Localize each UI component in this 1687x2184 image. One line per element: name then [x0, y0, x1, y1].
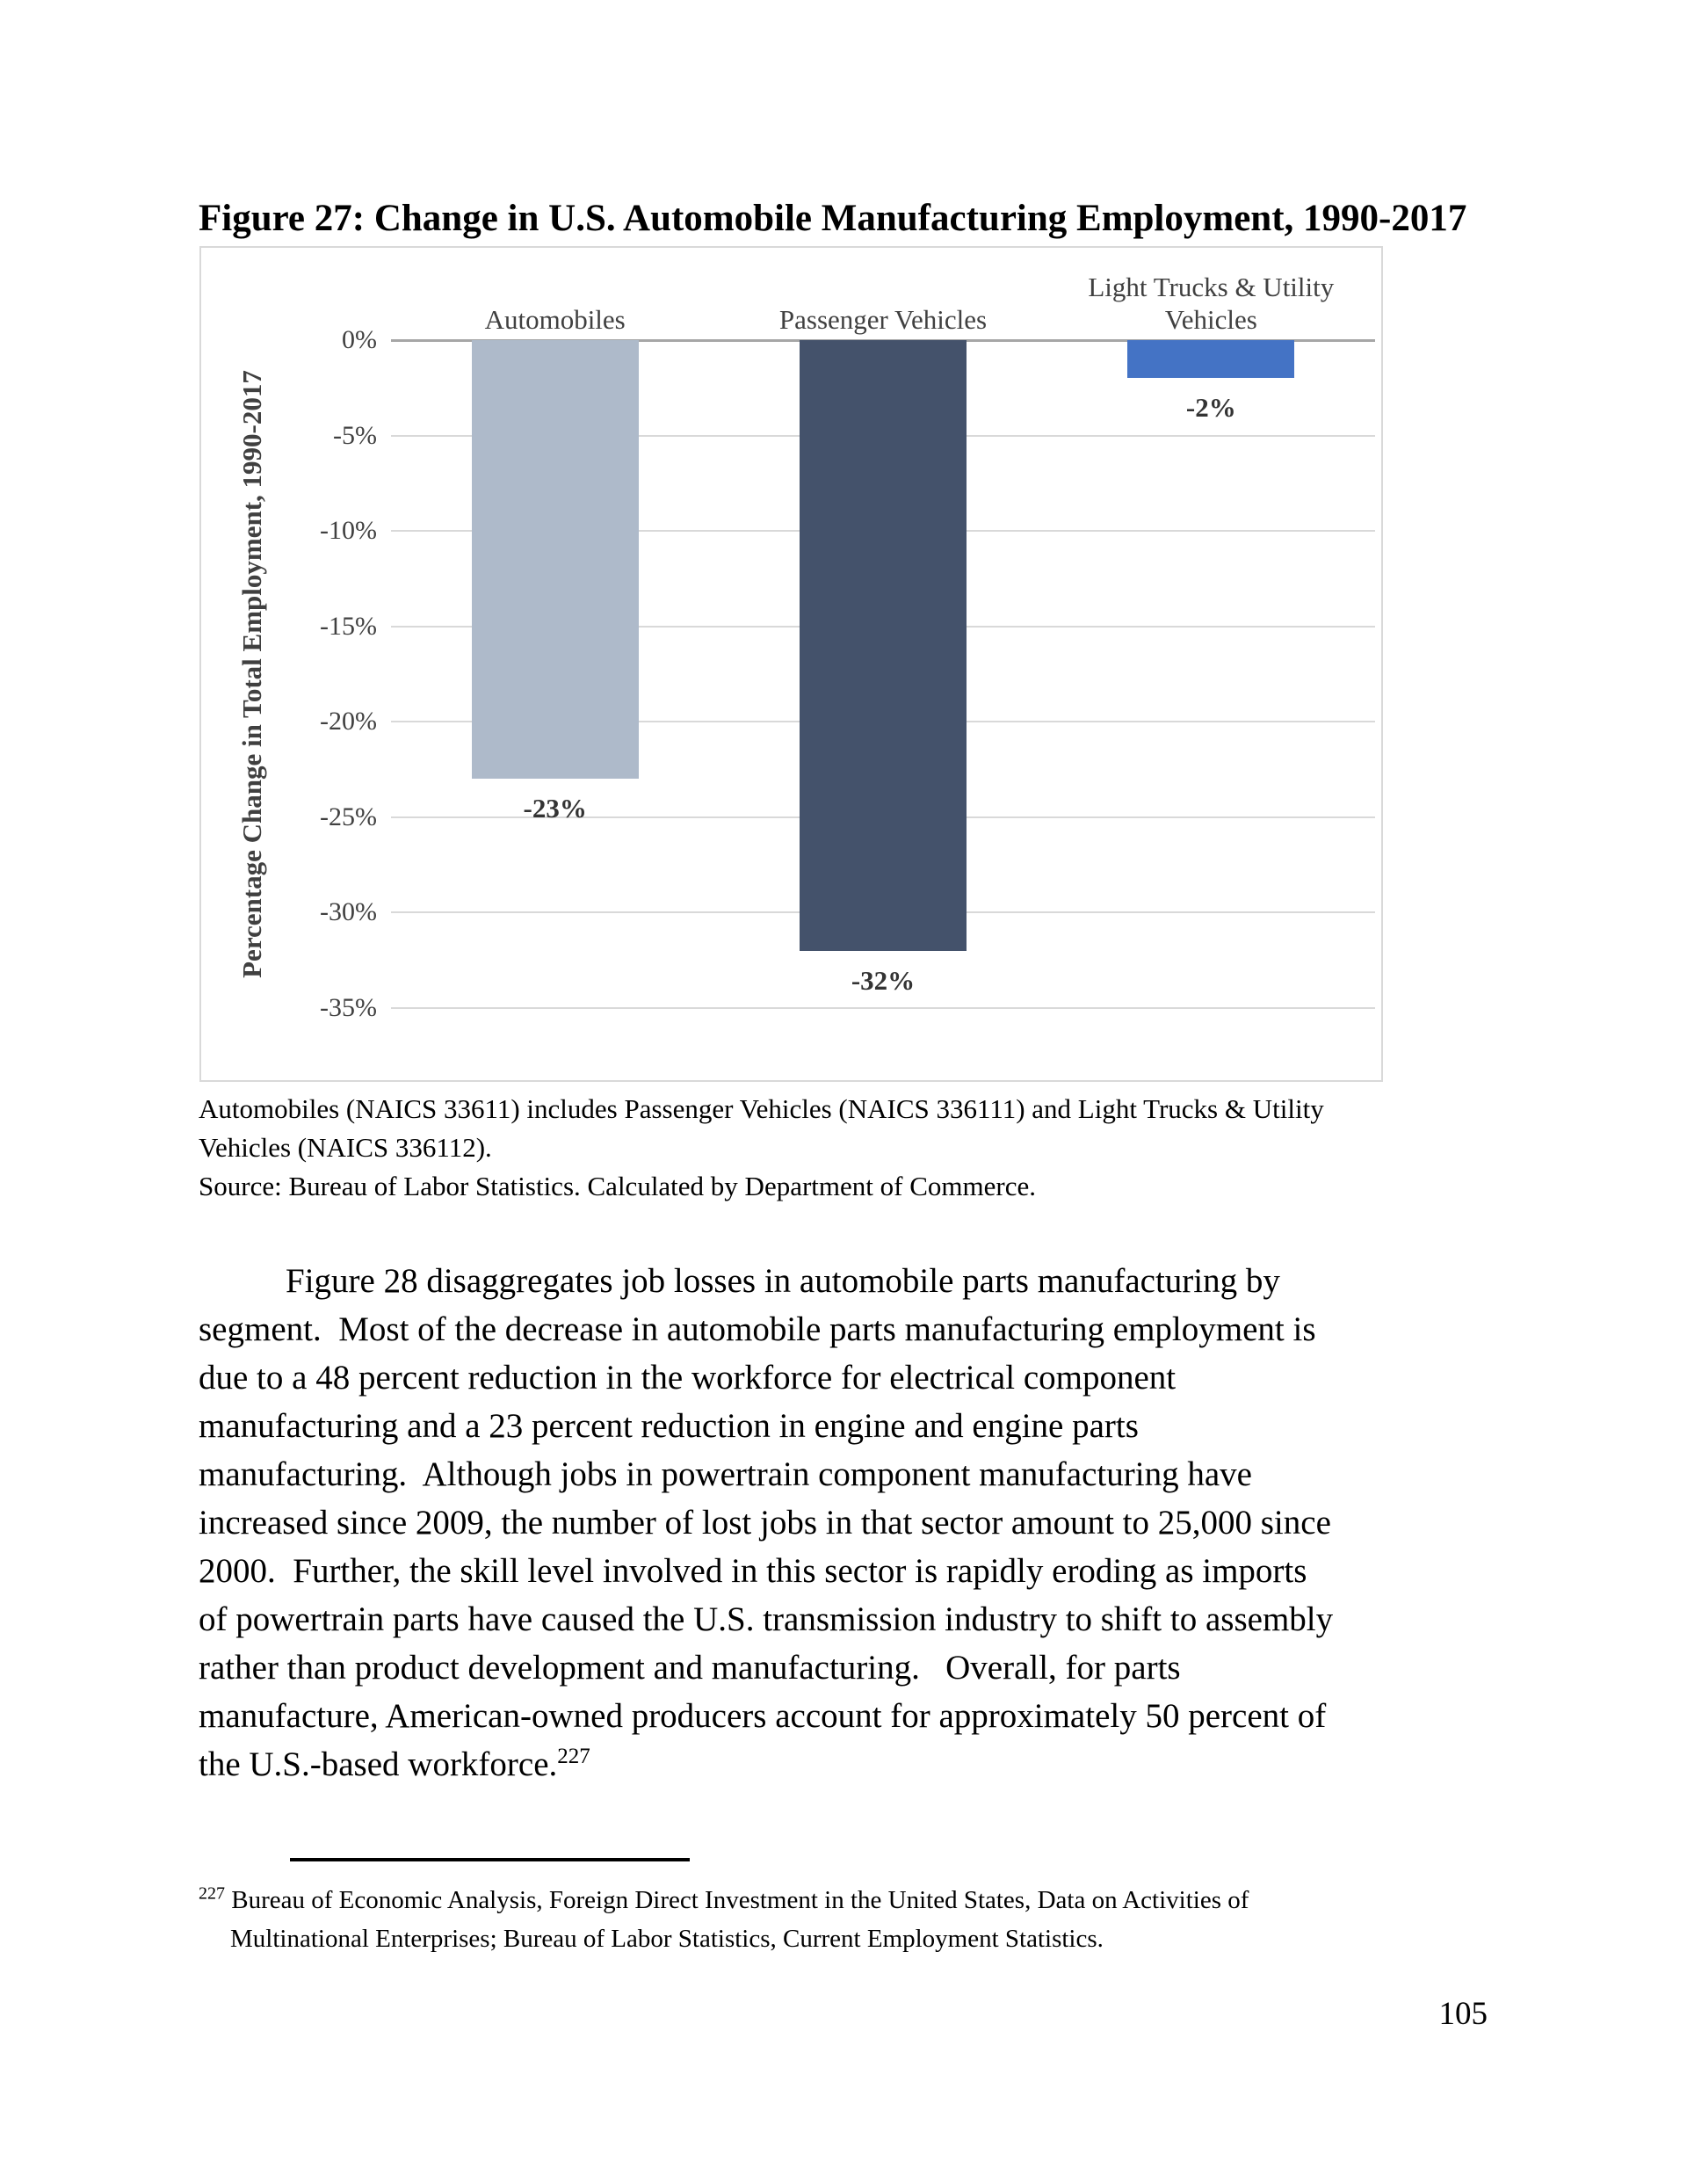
- figure-note-line: Source: Bureau of Labor Statistics. Calc…: [199, 1171, 1036, 1201]
- y-tick-label: -20%: [320, 707, 377, 736]
- y-tick-label: 0%: [342, 325, 377, 354]
- plot-area: -23% -32% -2%: [391, 339, 1375, 1009]
- figure-note-line: Vehicles (NAICS 336112).: [199, 1132, 492, 1163]
- bar-slot: -23%: [391, 340, 719, 1008]
- bar-chart: Percentage Change in Total Employment, 1…: [199, 246, 1383, 1082]
- bar: [799, 340, 967, 951]
- y-tick-label: -30%: [320, 897, 377, 927]
- category-label: Automobiles: [484, 304, 626, 335]
- body-line: rather than product development and manu…: [199, 1649, 1181, 1687]
- footnote-text: Bureau of Economic Analysis, Foreign Dir…: [231, 1886, 1249, 1914]
- body-line: manufacture, American-owned producers ac…: [199, 1697, 1327, 1735]
- body-line: manufacturing and a 23 percent reduction…: [199, 1407, 1139, 1445]
- figure-note: Automobiles (NAICS 33611) includes Passe…: [199, 1090, 1499, 1206]
- bar: [471, 340, 639, 780]
- body-line: the U.S.-based workforce.227: [199, 1740, 1508, 1789]
- body-line: of powertrain parts have caused the U.S.…: [199, 1600, 1334, 1638]
- body-line: increased since 2009, the number of lost…: [199, 1504, 1331, 1542]
- body-paragraph: Figure 28 disaggregates job losses in au…: [199, 1257, 1508, 1789]
- bar-slot: -2%: [1047, 340, 1375, 1008]
- y-tick-label: -25%: [320, 802, 377, 831]
- bar-slot: -32%: [719, 340, 1046, 1008]
- y-tick-label: -15%: [320, 611, 377, 641]
- figure-title: Figure 27: Change in U.S. Automobile Man…: [199, 198, 1467, 239]
- body-line: manufacturing. Although jobs in powertra…: [199, 1455, 1252, 1493]
- bar: [1127, 340, 1295, 379]
- body-line: segment. Most of the decrease in automob…: [199, 1310, 1316, 1348]
- y-tick-label: -35%: [320, 993, 377, 1022]
- body-line: due to a 48 percent reduction in the wor…: [199, 1359, 1177, 1397]
- y-axis-ticks: 0% -5% -10% -15% -20% -25% -30% -35%: [228, 248, 377, 1080]
- y-tick-label: -5%: [333, 420, 377, 450]
- body-line: 2000. Further, the skill level involved …: [199, 1552, 1307, 1590]
- footnote: 227 Bureau of Economic Analysis, Foreign…: [199, 1881, 1376, 1958]
- footnote-reference: 227: [557, 1745, 590, 1768]
- data-label: -2%: [1185, 392, 1236, 424]
- figure-note-line: Automobiles (NAICS 33611) includes Passe…: [199, 1093, 1324, 1124]
- body-line: Figure 28 disaggregates job losses in au…: [286, 1262, 1280, 1300]
- gridline: [391, 1007, 1375, 1009]
- footnote-marker: 227: [199, 1883, 225, 1904]
- y-tick-label: -10%: [320, 516, 377, 546]
- category-label: Light Trucks & Utility Vehicles: [1088, 272, 1335, 335]
- footnote-line: Multinational Enterprises; Bureau of Lab…: [230, 1925, 1104, 1953]
- category-labels: Automobiles Passenger Vehicles Light Truck…: [391, 257, 1375, 336]
- data-label: -23%: [523, 793, 587, 824]
- footnote-separator: [290, 1858, 690, 1861]
- footnote-line: 227 Bureau of Economic Analysis, Foreign…: [199, 1881, 1376, 1919]
- page-number: 105: [1438, 1996, 1488, 2032]
- body-text: the U.S.-based workforce.: [199, 1745, 558, 1783]
- category-label: Passenger Vehicles: [778, 304, 988, 335]
- data-label: -32%: [851, 964, 916, 996]
